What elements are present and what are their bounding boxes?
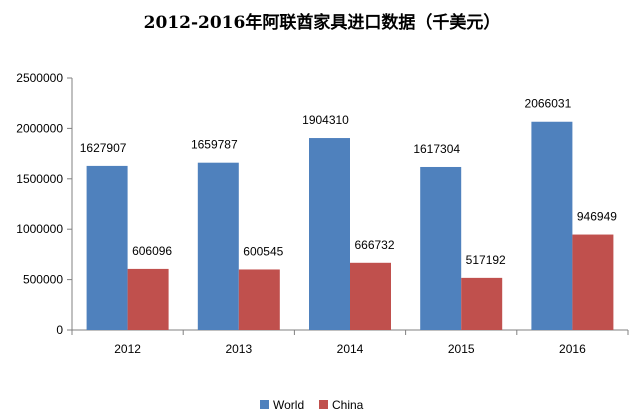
bar-china-2014 — [350, 262, 391, 330]
data-label-world: 1627907 — [80, 141, 127, 155]
legend-label-world: World — [273, 398, 304, 412]
data-label-world: 1659787 — [191, 138, 238, 152]
chart-title: 2012-2016年阿联酋家具进口数据（千美元） — [143, 13, 501, 33]
x-tick-label: 2014 — [337, 342, 364, 356]
bar-world-2016 — [531, 121, 573, 330]
data-label-world: 1904310 — [302, 113, 349, 127]
y-tick-label: 2000000 — [16, 121, 63, 135]
bar-world-2014 — [309, 138, 350, 330]
bar-china-2015 — [461, 277, 503, 330]
bar-world-2013 — [197, 162, 239, 330]
data-label-china: 600545 — [243, 244, 283, 258]
bar-world-2015 — [420, 166, 462, 330]
bar-china-2012 — [127, 268, 169, 330]
y-tick-label: 1000000 — [16, 222, 63, 236]
bar-world-2012 — [86, 165, 128, 330]
y-tick-label: 500000 — [23, 273, 63, 287]
data-label-china: 517192 — [466, 253, 506, 267]
legend-swatch-china — [319, 400, 328, 409]
bar-china-2013 — [238, 269, 280, 330]
y-tick-label: 1500000 — [16, 172, 63, 186]
x-tick-label: 2015 — [448, 342, 475, 356]
x-tick-label: 2016 — [559, 342, 586, 356]
data-label-china: 606096 — [132, 244, 172, 258]
data-label-world: 2066031 — [525, 97, 572, 111]
bar-china-2016 — [572, 234, 614, 330]
y-tick-label: 0 — [56, 323, 63, 337]
axes: 0 500000 1000000 1500000 2000000 2500000 2012 2… — [16, 71, 629, 356]
data-label-china: 666732 — [354, 238, 394, 252]
legend-label-china: China — [332, 398, 364, 412]
legend: World China — [260, 398, 364, 412]
y-tick-label: 2500000 — [16, 71, 63, 85]
legend-swatch-world — [260, 400, 269, 409]
data-label-world: 1617304 — [413, 142, 460, 156]
data-label-china: 946949 — [577, 210, 617, 224]
x-tick-label: 2013 — [225, 342, 252, 356]
bars — [86, 121, 614, 330]
data-labels: 1627907 1659787 1904310 1617304 2066031 60609… — [80, 97, 618, 267]
x-tick-label: 2012 — [114, 342, 141, 356]
